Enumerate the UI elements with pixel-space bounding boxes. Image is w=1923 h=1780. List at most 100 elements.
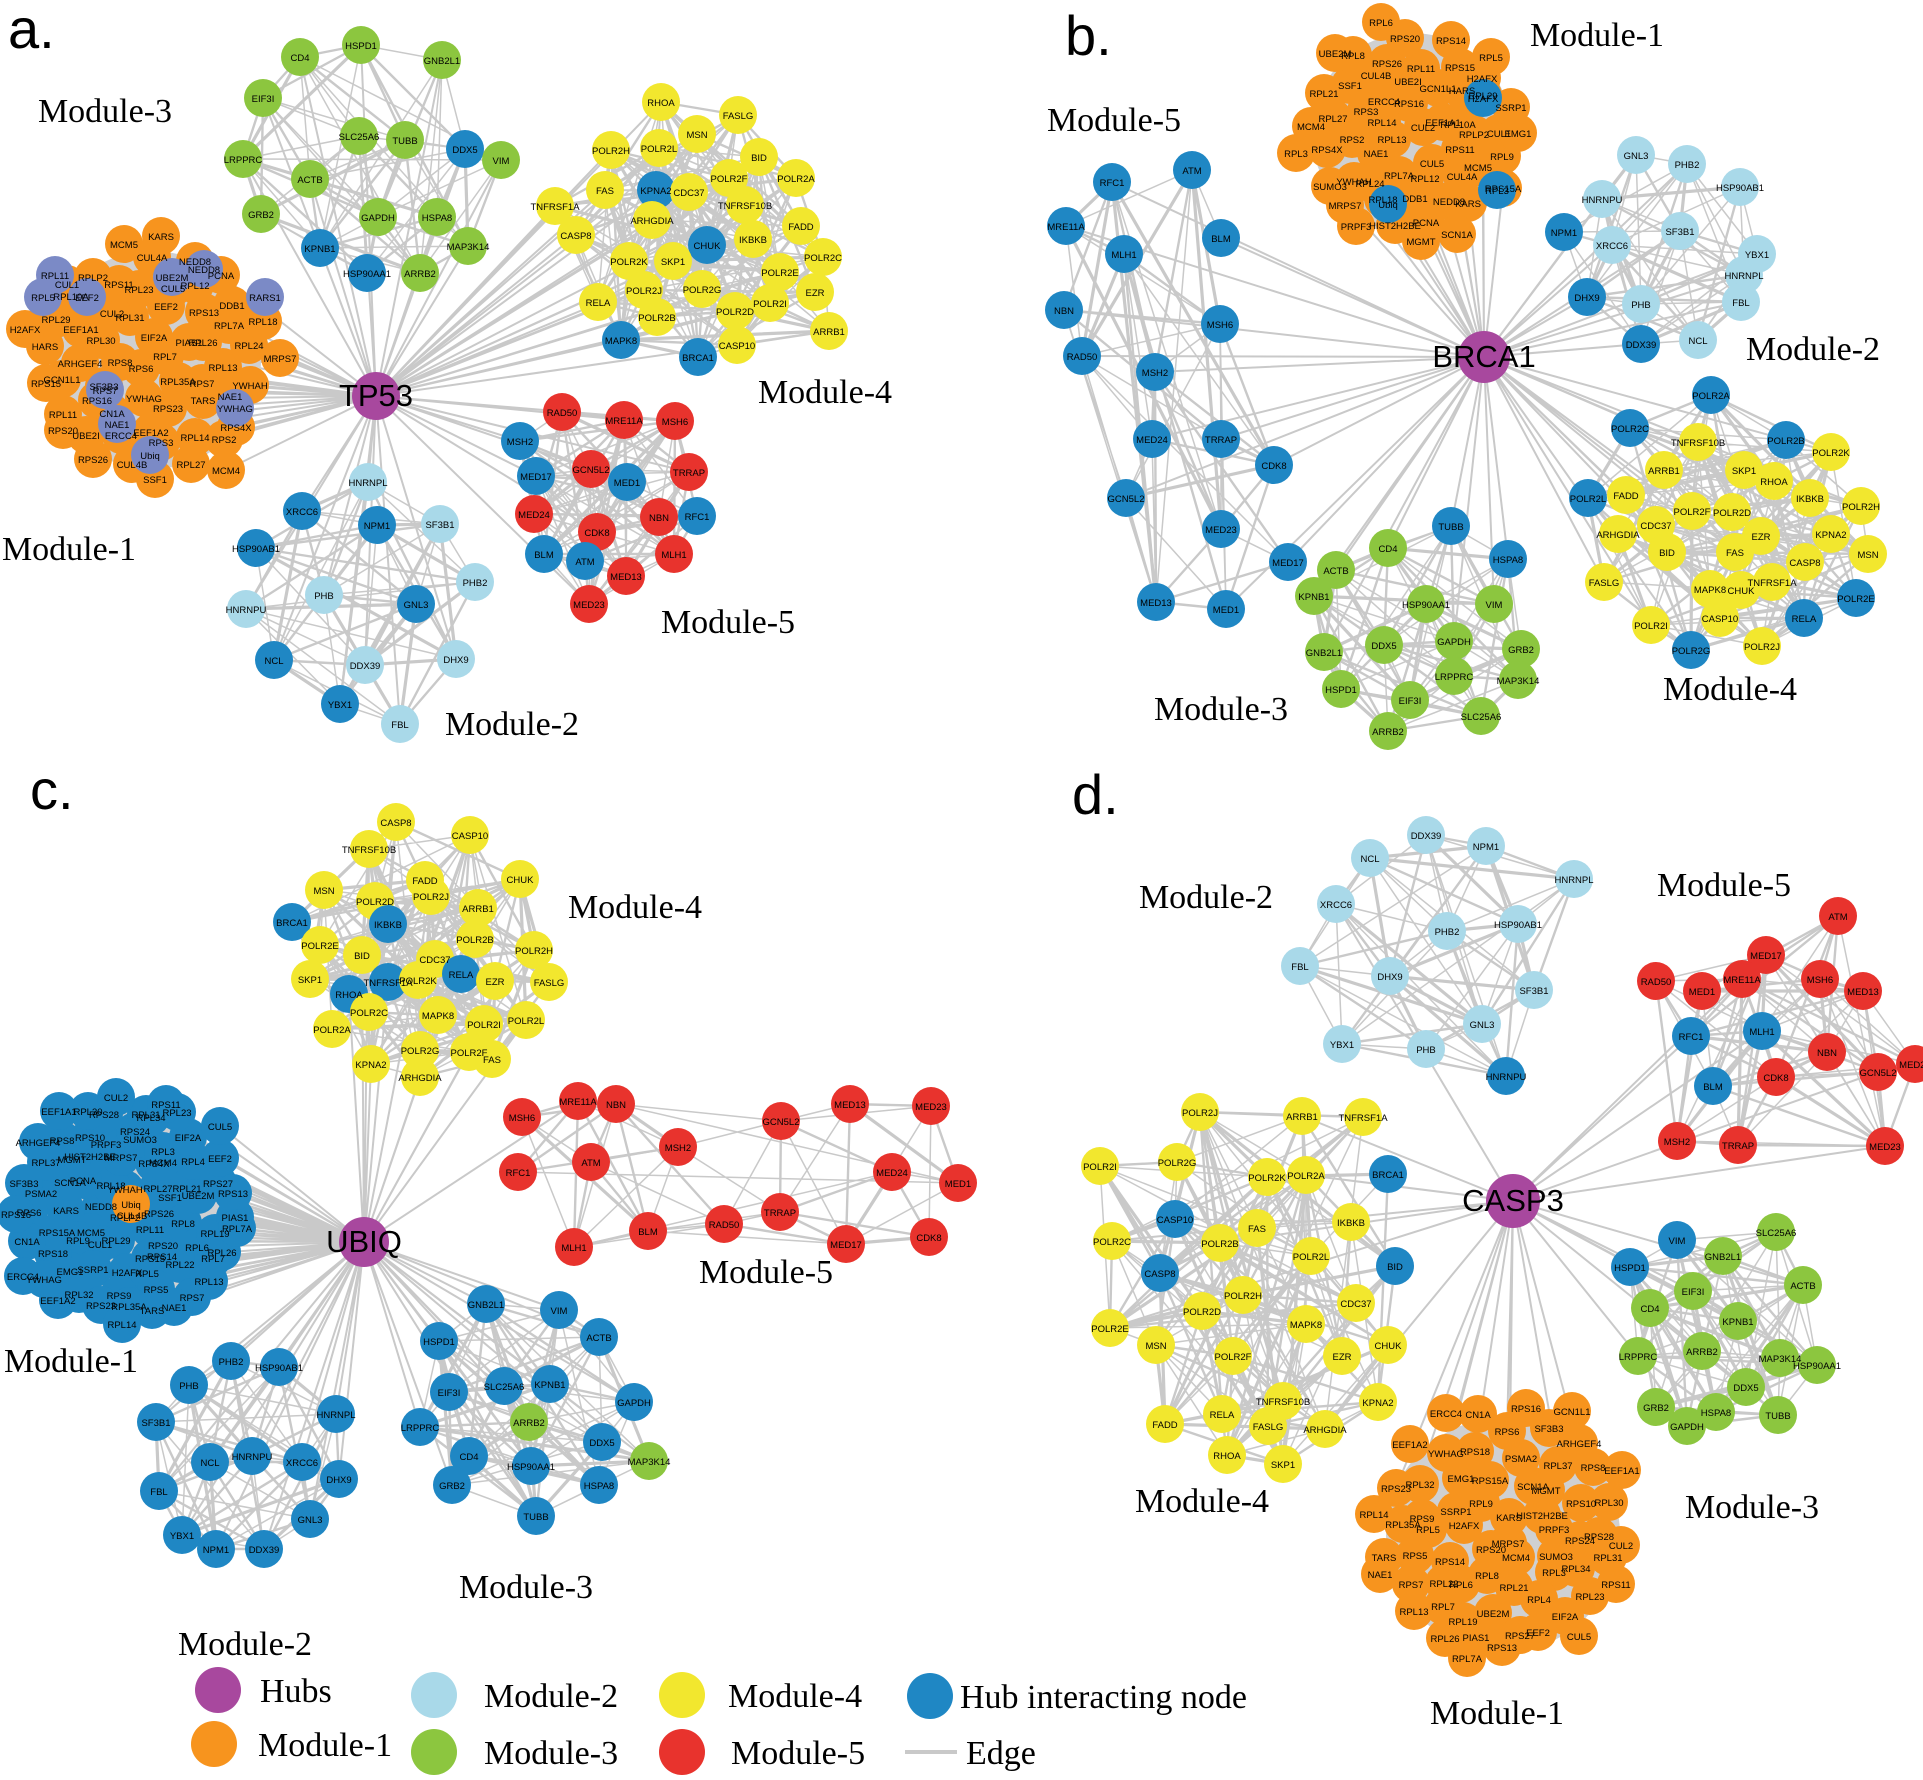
svg-text:RPS26: RPS26 [1372, 59, 1402, 70]
svg-text:HSPA8: HSPA8 [584, 1481, 614, 1492]
svg-text:POLR2J: POLR2J [1744, 642, 1780, 653]
svg-text:POLR2A: POLR2A [777, 174, 815, 185]
svg-text:GNB2L1: GNB2L1 [424, 56, 460, 67]
svg-text:SF3B1: SF3B1 [1519, 986, 1548, 997]
svg-text:GAPDH: GAPDH [361, 213, 395, 224]
svg-text:HSPD1: HSPD1 [1614, 1263, 1646, 1274]
svg-text:NPM1: NPM1 [364, 521, 390, 532]
svg-text:MED13: MED13 [1847, 987, 1879, 998]
svg-text:RPS13: RPS13 [218, 1189, 248, 1200]
svg-text:RPS20: RPS20 [48, 426, 78, 437]
svg-text:RPL23: RPL23 [162, 1108, 191, 1119]
svg-text:FAS: FAS [1726, 548, 1744, 559]
svg-text:UBE2I: UBE2I [1394, 77, 1421, 88]
svg-text:RPL26: RPL26 [1430, 1634, 1459, 1645]
svg-text:MED1: MED1 [1213, 605, 1239, 616]
svg-text:Module-4: Module-4 [1135, 1483, 1269, 1520]
svg-text:RPL3: RPL3 [1284, 149, 1308, 160]
svg-text:GCN1L1: GCN1L1 [1554, 1407, 1591, 1418]
svg-text:RPS3: RPS3 [149, 438, 174, 449]
svg-text:MED1: MED1 [945, 1179, 971, 1190]
svg-text:MSN: MSN [1145, 1341, 1166, 1352]
svg-text:Module-1: Module-1 [1530, 17, 1664, 54]
svg-text:Module-3: Module-3 [1154, 691, 1288, 728]
svg-text:RPL14: RPL14 [1359, 1510, 1388, 1521]
svg-text:DDX39: DDX39 [1626, 340, 1657, 351]
svg-text:MED24: MED24 [1136, 435, 1168, 446]
svg-text:DDX39: DDX39 [350, 661, 381, 672]
svg-text:BRCA1: BRCA1 [1372, 1170, 1404, 1181]
svg-text:RPL32: RPL32 [64, 1290, 93, 1301]
svg-text:RPS8: RPS8 [50, 1136, 75, 1147]
svg-text:CDK8: CDK8 [916, 1233, 941, 1244]
svg-text:NEDD8: NEDD8 [1433, 197, 1465, 208]
svg-text:RPS7: RPS7 [190, 379, 215, 390]
svg-text:RPS15A: RPS15A [1472, 1476, 1509, 1487]
svg-text:RPL34: RPL34 [136, 1113, 165, 1124]
svg-text:RPL35A: RPL35A [1385, 1520, 1421, 1531]
svg-text:HSP90AB1: HSP90AB1 [232, 544, 280, 555]
svg-text:RPS5: RPS5 [1403, 1551, 1428, 1562]
svg-text:RPS23: RPS23 [153, 404, 183, 415]
svg-text:a.: a. [8, 0, 55, 60]
svg-text:TRRAP: TRRAP [1205, 435, 1237, 446]
svg-text:RPS3: RPS3 [1354, 107, 1379, 118]
svg-text:RPL8: RPL8 [171, 1219, 195, 1230]
svg-text:GCN5L2: GCN5L2 [1108, 494, 1145, 505]
svg-text:BID: BID [354, 951, 370, 962]
svg-text:RPL3: RPL3 [1542, 1568, 1566, 1579]
svg-text:RPL18: RPL18 [248, 317, 277, 328]
svg-text:RPS26: RPS26 [78, 455, 108, 466]
svg-text:MAP3K14: MAP3K14 [628, 1457, 671, 1468]
svg-text:RPS20: RPS20 [1476, 1545, 1506, 1556]
svg-text:POLR2K: POLR2K [399, 976, 437, 987]
svg-text:YWHAH: YWHAH [107, 1185, 143, 1196]
svg-text:Module-4: Module-4 [1663, 671, 1797, 708]
svg-text:POLR2K: POLR2K [610, 257, 648, 268]
svg-text:BLM: BLM [1703, 1082, 1723, 1093]
svg-text:RPL7A: RPL7A [222, 1224, 253, 1235]
svg-text:Module-2: Module-2 [1746, 331, 1880, 368]
svg-text:EEF1A2: EEF1A2 [40, 1296, 75, 1307]
svg-text:RPL5: RPL5 [135, 1269, 159, 1280]
svg-text:SKP1: SKP1 [1732, 466, 1756, 477]
svg-text:RPL5: RPL5 [1479, 53, 1503, 64]
svg-text:POLR2K: POLR2K [1812, 448, 1850, 459]
svg-text:MCM5: MCM5 [110, 240, 138, 251]
svg-text:YBX1: YBX1 [1330, 1040, 1354, 1051]
svg-text:TUBB: TUBB [523, 1512, 548, 1523]
svg-text:HIST2H2BE: HIST2H2BE [64, 1152, 116, 1163]
svg-text:KPNA2: KPNA2 [1815, 530, 1846, 541]
svg-text:RPL3: RPL3 [151, 1147, 175, 1158]
svg-text:YWHAH: YWHAH [1336, 177, 1372, 188]
svg-text:POLR2B: POLR2B [456, 935, 494, 946]
svg-text:RPS16: RPS16 [1511, 1404, 1541, 1415]
svg-text:RHOA: RHOA [335, 990, 363, 1001]
svg-text:RPL24: RPL24 [234, 341, 263, 352]
svg-text:XRCC6: XRCC6 [286, 507, 318, 518]
svg-text:HNRNPL: HNRNPL [316, 1410, 355, 1421]
svg-text:RFC1: RFC1 [1100, 178, 1125, 189]
svg-text:POLR2F: POLR2F [451, 1048, 488, 1059]
svg-text:RPS8: RPS8 [1581, 1463, 1606, 1474]
svg-text:FASLG: FASLG [534, 978, 565, 989]
svg-text:TUBB: TUBB [1438, 522, 1463, 533]
svg-text:CN1A: CN1A [99, 409, 125, 420]
svg-text:MCM5: MCM5 [77, 1228, 105, 1239]
svg-text:CD4: CD4 [290, 53, 309, 64]
svg-text:RPS14: RPS14 [1435, 1557, 1465, 1568]
svg-text:RPS2: RPS2 [1340, 135, 1365, 146]
svg-text:PCNA: PCNA [70, 1176, 97, 1187]
svg-text:GCN1L1: GCN1L1 [1420, 84, 1457, 95]
svg-text:EZR: EZR [806, 288, 825, 299]
svg-text:RPLP2: RPLP2 [110, 1213, 140, 1224]
svg-text:EEF2: EEF2 [75, 293, 99, 304]
svg-text:POLR2A: POLR2A [1287, 1171, 1325, 1182]
svg-text:CASP8: CASP8 [380, 818, 411, 829]
svg-text:PHB: PHB [1416, 1045, 1436, 1056]
svg-text:MED24: MED24 [1899, 1060, 1923, 1071]
svg-text:RPL26: RPL26 [207, 1248, 236, 1259]
svg-text:RPS16: RPS16 [82, 396, 112, 407]
svg-text:NPM1: NPM1 [203, 1545, 229, 1556]
svg-text:MLH1: MLH1 [561, 1243, 586, 1254]
